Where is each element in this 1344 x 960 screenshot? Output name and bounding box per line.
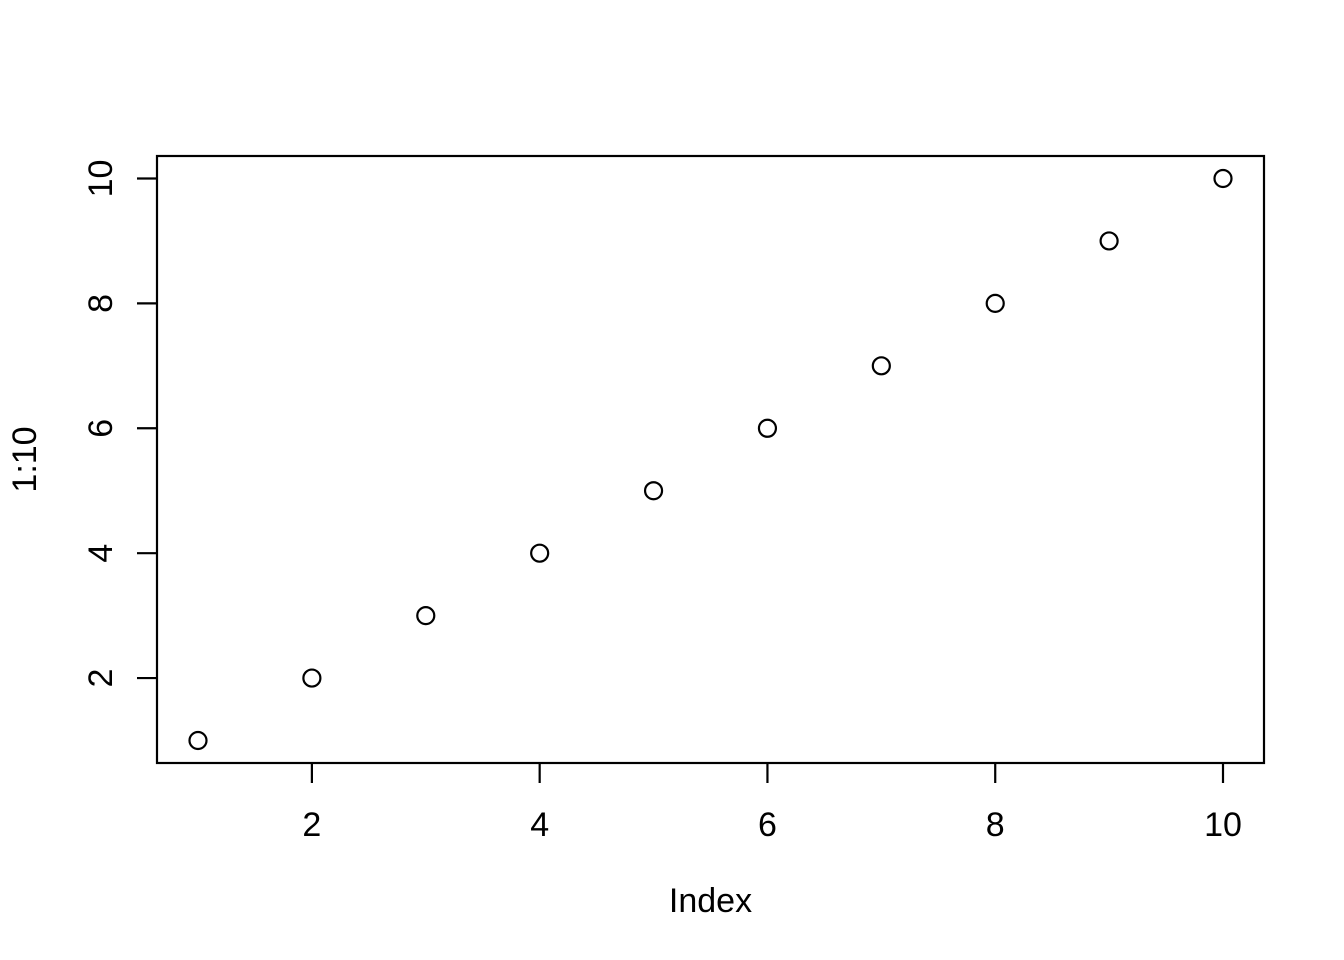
- y-axis-label: 1:10: [6, 426, 44, 492]
- data-point: [1099, 231, 1119, 251]
- data-points: [188, 168, 1233, 751]
- x-tick-label: 8: [986, 806, 1005, 844]
- x-tick-label: 4: [530, 806, 549, 844]
- data-point: [985, 293, 1005, 313]
- data-point: [530, 543, 550, 563]
- x-tick-label: 6: [758, 806, 777, 844]
- y-tick-label: 2: [82, 669, 120, 688]
- data-point: [1213, 168, 1233, 189]
- data-point: [188, 730, 208, 751]
- y-axis-ticks: [137, 177, 157, 680]
- data-point: [871, 356, 891, 376]
- x-axis-ticks: [310, 763, 1225, 783]
- data-point: [302, 668, 322, 688]
- x-axis-tick-labels: 2 4 6 8 10: [302, 806, 1241, 844]
- y-axis-tick-labels: 2 4 6 8 10: [82, 160, 120, 688]
- y-tick-label: 4: [82, 544, 120, 563]
- x-tick-label: 2: [302, 806, 321, 844]
- y-tick-label: 10: [82, 160, 120, 198]
- data-point: [643, 481, 664, 501]
- y-tick-label: 8: [82, 294, 120, 313]
- x-axis-label: Index: [669, 882, 752, 920]
- data-point: [416, 606, 436, 626]
- x-tick-label: 10: [1204, 806, 1242, 844]
- y-tick-label: 6: [82, 419, 120, 438]
- data-point: [757, 418, 778, 438]
- plot-box: [155, 154, 1266, 765]
